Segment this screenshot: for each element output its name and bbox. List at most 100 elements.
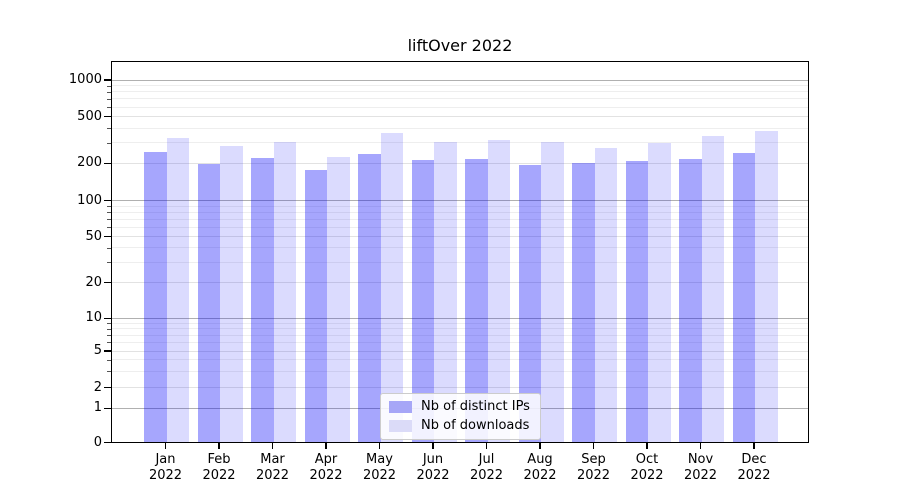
- bar-jun-downloads: [434, 142, 457, 442]
- y-tick-1000: [104, 79, 111, 81]
- bar-mar-downloads: [273, 142, 296, 442]
- y-tick-label-2: 2: [93, 379, 102, 395]
- gridline-60: [112, 226, 808, 228]
- bar-jan-distinct-ips: [144, 152, 167, 442]
- y-tick-0: [104, 442, 111, 444]
- gridline-7: [112, 334, 808, 336]
- y-tick-label-1000: 1000: [68, 72, 102, 87]
- y-minor-tick-60: [107, 227, 111, 229]
- gridline-50: [112, 236, 808, 238]
- gridline-9: [112, 322, 808, 324]
- gridline-400: [112, 127, 808, 129]
- y-tick-10: [104, 317, 111, 319]
- bar-dec-distinct-ips: [732, 153, 755, 442]
- x-tick-apr: [325, 443, 327, 449]
- bar-sep-distinct-ips: [572, 162, 595, 442]
- legend-label-distinct-ips: Nb of distinct IPs: [421, 399, 530, 414]
- bar-aug-distinct-ips: [518, 165, 541, 442]
- bar-oct-downloads: [648, 143, 671, 442]
- y-tick-5: [104, 350, 111, 352]
- y-tick-500: [104, 116, 111, 118]
- y-tick-200: [104, 162, 111, 164]
- gridline-4: [112, 359, 808, 361]
- y-tick-label-0: 0: [93, 434, 102, 450]
- gridline-90: [112, 205, 808, 207]
- x-tick-dec: [753, 443, 755, 449]
- x-tick-may: [378, 443, 381, 449]
- bar-oct-distinct-ips: [625, 161, 648, 442]
- x-tick-label-apr: Apr 2022: [309, 452, 343, 483]
- bar-may-downloads: [380, 133, 403, 442]
- y-minor-tick-80: [107, 212, 111, 214]
- y-minor-tick-90: [107, 206, 111, 208]
- gridline-500: [112, 116, 808, 118]
- gridline-6: [112, 341, 808, 343]
- chart-title: liftOver 2022: [407, 36, 513, 55]
- x-tick-jun: [432, 443, 434, 449]
- y-tick-label-1: 1: [93, 400, 102, 416]
- bar-nov-downloads: [701, 136, 724, 442]
- gridline-600: [112, 106, 808, 108]
- bar-jul-downloads: [487, 140, 510, 442]
- gridline-5: [112, 350, 808, 352]
- x-tick-oct: [646, 443, 648, 449]
- x-tick-label-sep: Sep 2022: [576, 452, 611, 483]
- bar-mar-distinct-ips: [251, 157, 274, 442]
- x-tick-mar: [271, 443, 274, 449]
- y-minor-tick-400: [107, 128, 111, 130]
- gridline-20: [112, 282, 808, 284]
- x-tick-aug: [539, 443, 541, 449]
- y-tick-50: [104, 236, 111, 238]
- y-minor-tick-40: [107, 247, 111, 249]
- plot-area: Nb of distinct IPs Nb of downloads: [111, 61, 809, 443]
- y-minor-tick-700: [107, 98, 111, 100]
- bar-dec-downloads: [755, 131, 778, 442]
- x-tick-nov: [699, 443, 702, 449]
- y-minor-tick-6: [107, 342, 111, 344]
- x-tick-label-feb: Feb 2022: [202, 452, 236, 483]
- x-tick-label-aug: Aug 2022: [523, 452, 557, 483]
- x-tick-jan: [164, 443, 167, 449]
- x-tick-label-may: May 2022: [362, 452, 397, 483]
- gridline-70: [112, 218, 808, 220]
- y-minor-tick-3: [107, 371, 111, 373]
- y-minor-tick-8: [107, 328, 111, 330]
- y-tick-label-500: 500: [77, 108, 102, 124]
- y-minor-tick-800: [107, 91, 111, 93]
- y-tick-label-50: 50: [85, 228, 102, 244]
- bar-may-distinct-ips: [358, 154, 381, 442]
- y-tick-100: [104, 200, 111, 202]
- gridline-3: [112, 370, 808, 372]
- bar-nov-distinct-ips: [679, 159, 702, 442]
- gridline-900: [112, 85, 808, 87]
- bar-apr-downloads: [327, 156, 350, 442]
- y-minor-tick-300: [107, 142, 111, 144]
- gridline-2: [112, 387, 808, 389]
- x-tick-jul: [485, 443, 488, 449]
- y-minor-tick-4: [107, 359, 111, 361]
- bar-sep-downloads: [594, 148, 617, 442]
- x-tick-label-dec: Dec 2022: [737, 452, 771, 483]
- y-minor-tick-600: [107, 107, 111, 109]
- bar-jul-distinct-ips: [465, 158, 488, 442]
- bar-feb-distinct-ips: [197, 163, 220, 442]
- y-minor-tick-9: [107, 323, 111, 325]
- gridline-1000: [112, 79, 808, 81]
- y-minor-tick-7: [107, 335, 111, 337]
- legend-label-downloads: Nb of downloads: [421, 418, 530, 433]
- x-tick-sep: [592, 443, 595, 449]
- legend-item-downloads: Nb of downloads: [389, 418, 530, 433]
- x-tick-label-jun: Jun 2022: [416, 452, 450, 483]
- gridline-800: [112, 91, 808, 93]
- x-tick-label-jul: Jul 2022: [469, 452, 504, 483]
- y-tick-label-5: 5: [93, 343, 102, 358]
- y-tick-label-20: 20: [85, 274, 102, 290]
- y-minor-tick-900: [107, 85, 111, 87]
- gridline-30: [112, 261, 808, 263]
- legend: Nb of distinct IPs Nb of downloads: [380, 393, 541, 440]
- gridline-300: [112, 142, 808, 144]
- x-tick-feb: [218, 443, 220, 449]
- y-tick-label-200: 200: [77, 155, 102, 171]
- y-tick-1: [104, 407, 111, 409]
